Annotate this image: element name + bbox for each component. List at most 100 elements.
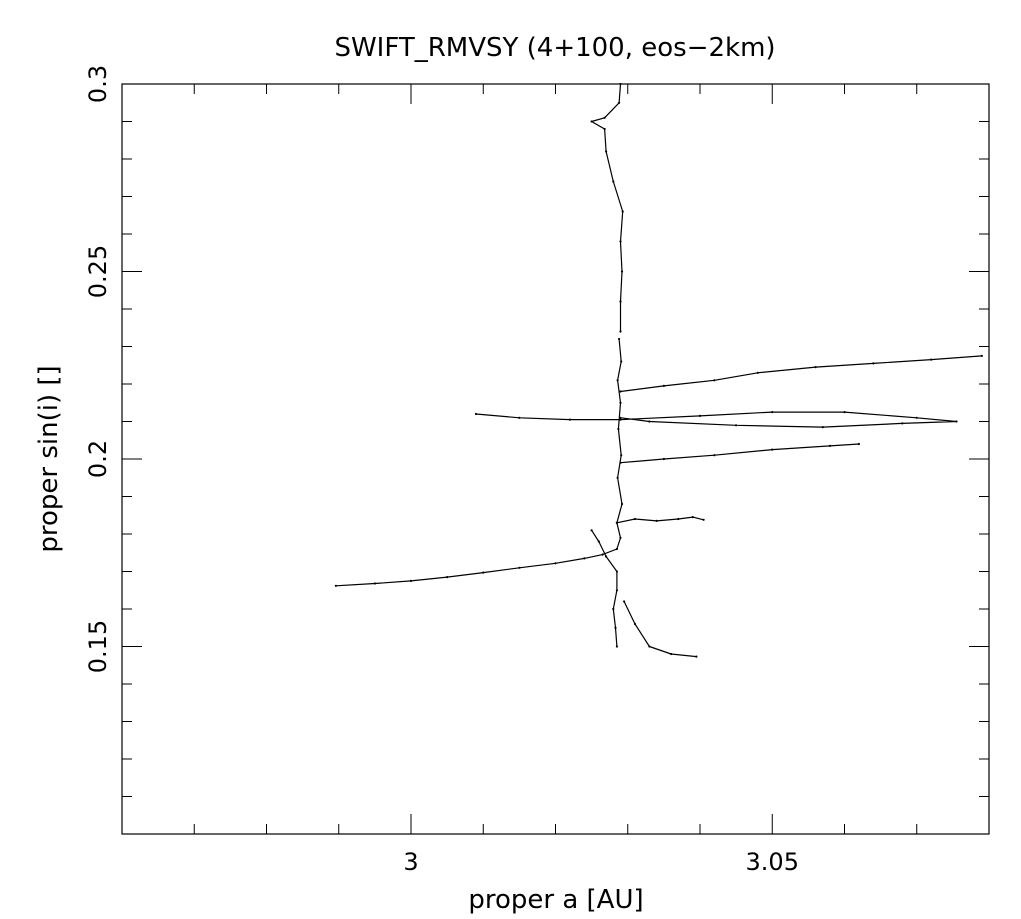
data-point <box>735 424 738 427</box>
data-point <box>662 457 666 461</box>
data-point <box>620 502 624 506</box>
data-point <box>568 418 572 421</box>
data-point <box>619 240 622 243</box>
data-point <box>603 127 606 131</box>
data-point <box>618 101 621 104</box>
y-tick-label: 0.25 <box>84 245 112 298</box>
x-tick-label: 3 <box>403 848 418 876</box>
data-point <box>814 366 817 369</box>
data-point <box>872 362 875 365</box>
data-point <box>446 576 449 579</box>
data-point <box>713 454 716 457</box>
data-point <box>614 626 617 629</box>
data-point <box>373 582 376 585</box>
data-point <box>601 553 604 556</box>
data-point <box>603 116 606 119</box>
major-ticks <box>122 83 989 834</box>
data-point <box>612 180 615 183</box>
series-line <box>620 443 859 464</box>
y-tick-label: 0.15 <box>84 620 112 673</box>
data-point <box>695 655 698 658</box>
data-point <box>843 411 846 414</box>
data-point <box>616 476 619 479</box>
data-point <box>612 607 615 611</box>
data-point <box>615 645 619 648</box>
data-point <box>590 120 593 123</box>
tick-labels: 3 3.05 0.15 0.2 0.25 0.3 <box>84 65 799 876</box>
data-point <box>930 358 933 361</box>
data-point <box>633 622 637 626</box>
data-point <box>662 384 666 387</box>
data-point <box>901 422 904 425</box>
data-point <box>771 411 774 414</box>
data-point <box>615 521 619 524</box>
data-point <box>618 337 621 341</box>
x-tick-label: 3.05 <box>746 848 799 876</box>
data-point <box>482 571 485 574</box>
data-point <box>623 600 626 603</box>
data-point <box>619 300 622 303</box>
data-point <box>409 579 413 583</box>
data-point <box>955 420 958 423</box>
y-tick-label: 0.2 <box>84 440 112 478</box>
data-point <box>619 418 622 421</box>
data-point <box>915 416 918 419</box>
data-point <box>648 645 651 648</box>
data-point <box>617 427 620 431</box>
data-point <box>616 379 619 382</box>
series-layer <box>334 82 983 658</box>
series-line <box>620 355 982 393</box>
data-point <box>619 536 622 539</box>
data-point <box>605 555 608 558</box>
data-point <box>619 82 622 86</box>
data-point <box>670 652 673 656</box>
data-point <box>648 420 651 423</box>
data-point <box>619 390 622 393</box>
data-point <box>554 562 557 565</box>
data-point <box>619 461 622 464</box>
data-point <box>619 330 622 333</box>
data-point <box>713 379 716 382</box>
data-point <box>702 518 705 521</box>
data-point <box>590 529 593 532</box>
data-point <box>615 570 619 573</box>
data-point <box>605 150 608 153</box>
data-point <box>518 416 521 419</box>
series-line <box>590 83 624 332</box>
y-axis-label: proper sin(i) [] <box>34 365 64 552</box>
data-point <box>698 414 702 417</box>
data-point <box>615 547 619 551</box>
data-point <box>756 371 759 374</box>
data-point <box>474 412 478 416</box>
data-point <box>620 360 623 363</box>
data-point <box>619 416 622 419</box>
data-point <box>518 566 521 569</box>
minor-ticks <box>121 84 990 835</box>
series-line <box>591 529 618 647</box>
data-point <box>857 442 861 446</box>
x-axis-label: proper a [AU] <box>468 885 643 915</box>
data-point <box>633 517 637 521</box>
y-tick-label: 0.3 <box>84 65 112 103</box>
data-point <box>619 401 622 404</box>
plot-frame <box>121 83 990 835</box>
data-point <box>620 270 624 273</box>
data-point <box>771 448 774 451</box>
series-line <box>616 516 704 524</box>
data-point <box>621 210 624 213</box>
data-point <box>980 354 983 357</box>
data-point <box>655 519 658 523</box>
data-point <box>828 444 832 447</box>
chart-title: SWIFT_RMVSY (4+100, eos−2km) <box>334 33 775 63</box>
data-point <box>691 516 694 519</box>
data-point <box>583 557 586 560</box>
data-point <box>597 540 600 543</box>
series-line <box>475 411 958 428</box>
series-line <box>335 338 623 587</box>
series-line <box>623 601 697 658</box>
data-point <box>615 589 619 592</box>
data-point <box>677 517 680 521</box>
data-point <box>334 584 337 587</box>
data-point <box>620 454 623 457</box>
